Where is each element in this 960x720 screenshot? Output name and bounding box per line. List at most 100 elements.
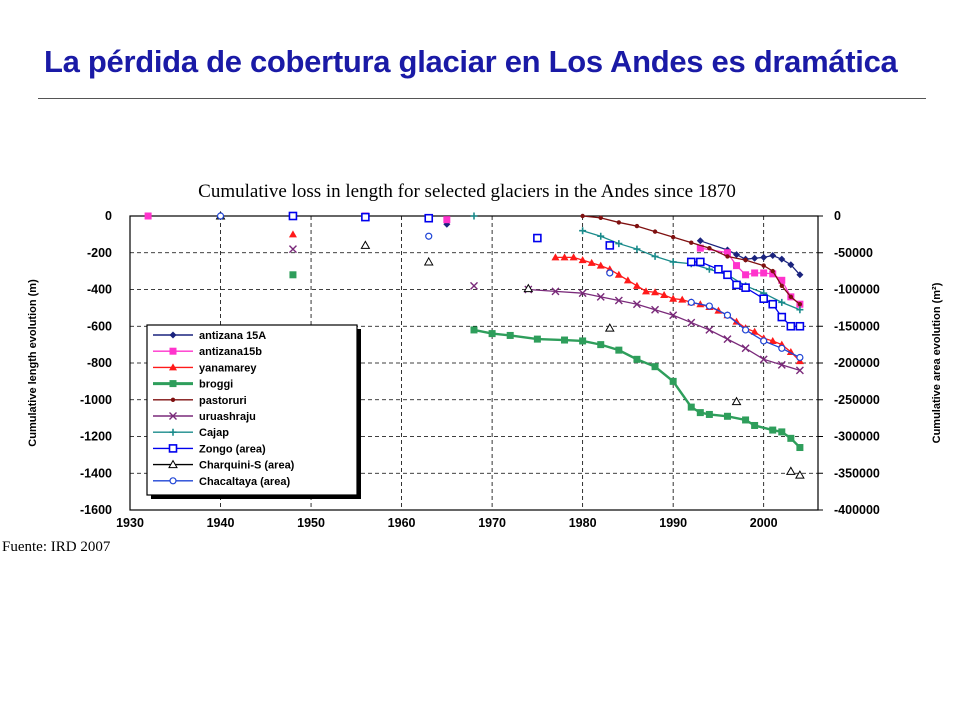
legend-marker — [169, 412, 177, 420]
data-point — [795, 470, 805, 479]
data-point — [777, 312, 787, 322]
data-point — [660, 291, 669, 299]
y-tick-label: -400 — [87, 283, 112, 297]
y2-tick-label: -100000 — [834, 283, 880, 297]
data-point — [669, 294, 678, 302]
chart-container: Cumulative loss in length for selected g… — [0, 170, 960, 550]
data-point — [732, 280, 741, 290]
data-point — [687, 318, 696, 327]
data-point — [777, 360, 786, 369]
title-divider — [38, 98, 926, 99]
data-point — [743, 257, 748, 263]
plot-layer: 0 -200 -400 -600 -800 -1000 -1200 -1400 -1600 0 -5… — [27, 209, 943, 530]
legend-marker — [170, 397, 176, 402]
series-3 — [289, 271, 804, 452]
data-point — [533, 335, 541, 343]
data-point — [642, 287, 650, 295]
data-point — [696, 244, 704, 252]
data-point — [488, 330, 496, 338]
data-point — [651, 305, 660, 314]
data-point — [216, 212, 225, 220]
data-point — [751, 269, 759, 277]
y2-tick-label: -200000 — [834, 356, 880, 370]
data-point — [796, 353, 804, 362]
y-tick-label: -1000 — [80, 393, 112, 407]
source-note: Fuente: IRD 2007 — [2, 539, 111, 555]
data-point — [615, 240, 623, 248]
data-point — [598, 215, 603, 221]
legend-label: antizana 15A — [199, 330, 266, 342]
data-point — [632, 281, 641, 289]
data-point — [741, 326, 750, 334]
data-point — [605, 241, 615, 250]
data-point — [761, 263, 766, 268]
data-point — [632, 300, 641, 309]
y2-axis-title: Cumulative area evolution (m²) — [931, 282, 943, 443]
data-point — [615, 346, 623, 354]
data-point — [551, 253, 560, 261]
legend-marker — [169, 428, 177, 436]
data-point — [705, 265, 713, 273]
data-point — [579, 227, 587, 235]
y-tick-label: -1400 — [80, 466, 112, 480]
data-point — [795, 366, 804, 375]
data-point — [768, 336, 777, 344]
data-point — [578, 289, 587, 298]
data-point — [733, 251, 741, 259]
data-point — [289, 271, 297, 279]
data-point — [725, 254, 730, 259]
legend-marker — [169, 347, 177, 355]
data-point — [705, 410, 713, 418]
y-tick-label: -1600 — [80, 503, 112, 517]
data-point — [533, 233, 542, 243]
chart-title: Cumulative loss in length for selected g… — [198, 181, 736, 202]
data-point — [678, 295, 687, 303]
y-tick-label: -600 — [87, 319, 112, 333]
data-point — [714, 264, 723, 274]
data-point — [797, 302, 803, 307]
data-point — [623, 276, 632, 284]
data-point — [742, 271, 750, 279]
y2-tick-label: -150000 — [834, 319, 880, 333]
data-point — [778, 344, 786, 352]
data-point — [760, 253, 768, 261]
data-point — [723, 270, 732, 280]
data-point — [686, 257, 696, 267]
data-point — [561, 336, 569, 344]
slide-title: La pérdida de cobertura glaciar en Los A… — [44, 44, 898, 79]
y-tick-label: -1200 — [80, 430, 112, 444]
data-point — [551, 287, 560, 296]
data-point — [760, 337, 768, 345]
glacier-loss-chart: Cumulative loss in length for selected g… — [0, 181, 960, 536]
data-point — [769, 270, 777, 278]
data-point — [723, 412, 731, 420]
series-line — [555, 256, 801, 362]
y-tick-label: -800 — [87, 356, 112, 370]
legend-marker — [169, 477, 177, 485]
y2-tick-label: -350000 — [834, 466, 880, 480]
data-point — [796, 306, 804, 314]
legend-box — [146, 324, 358, 496]
legend-marker — [168, 459, 178, 469]
data-point — [361, 212, 370, 222]
data-point — [785, 466, 796, 475]
y-tick-label: -200 — [87, 246, 112, 260]
series-line — [700, 240, 801, 276]
legend-label: Chacaltaya (area) — [199, 476, 290, 488]
data-point — [723, 249, 731, 257]
data-point — [288, 245, 297, 254]
data-point — [580, 213, 585, 219]
data-point — [731, 396, 742, 406]
data-point — [786, 321, 796, 331]
data-point — [788, 294, 794, 300]
data-point — [569, 253, 578, 261]
y2-tick-label: -300000 — [834, 430, 880, 444]
data-point — [634, 223, 640, 229]
data-point — [759, 294, 768, 303]
series-9 — [216, 212, 804, 362]
data-point — [651, 288, 660, 296]
data-point — [670, 234, 676, 240]
data-point — [597, 341, 605, 349]
data-point — [606, 269, 614, 277]
x-tick-label: 1940 — [207, 516, 235, 530]
